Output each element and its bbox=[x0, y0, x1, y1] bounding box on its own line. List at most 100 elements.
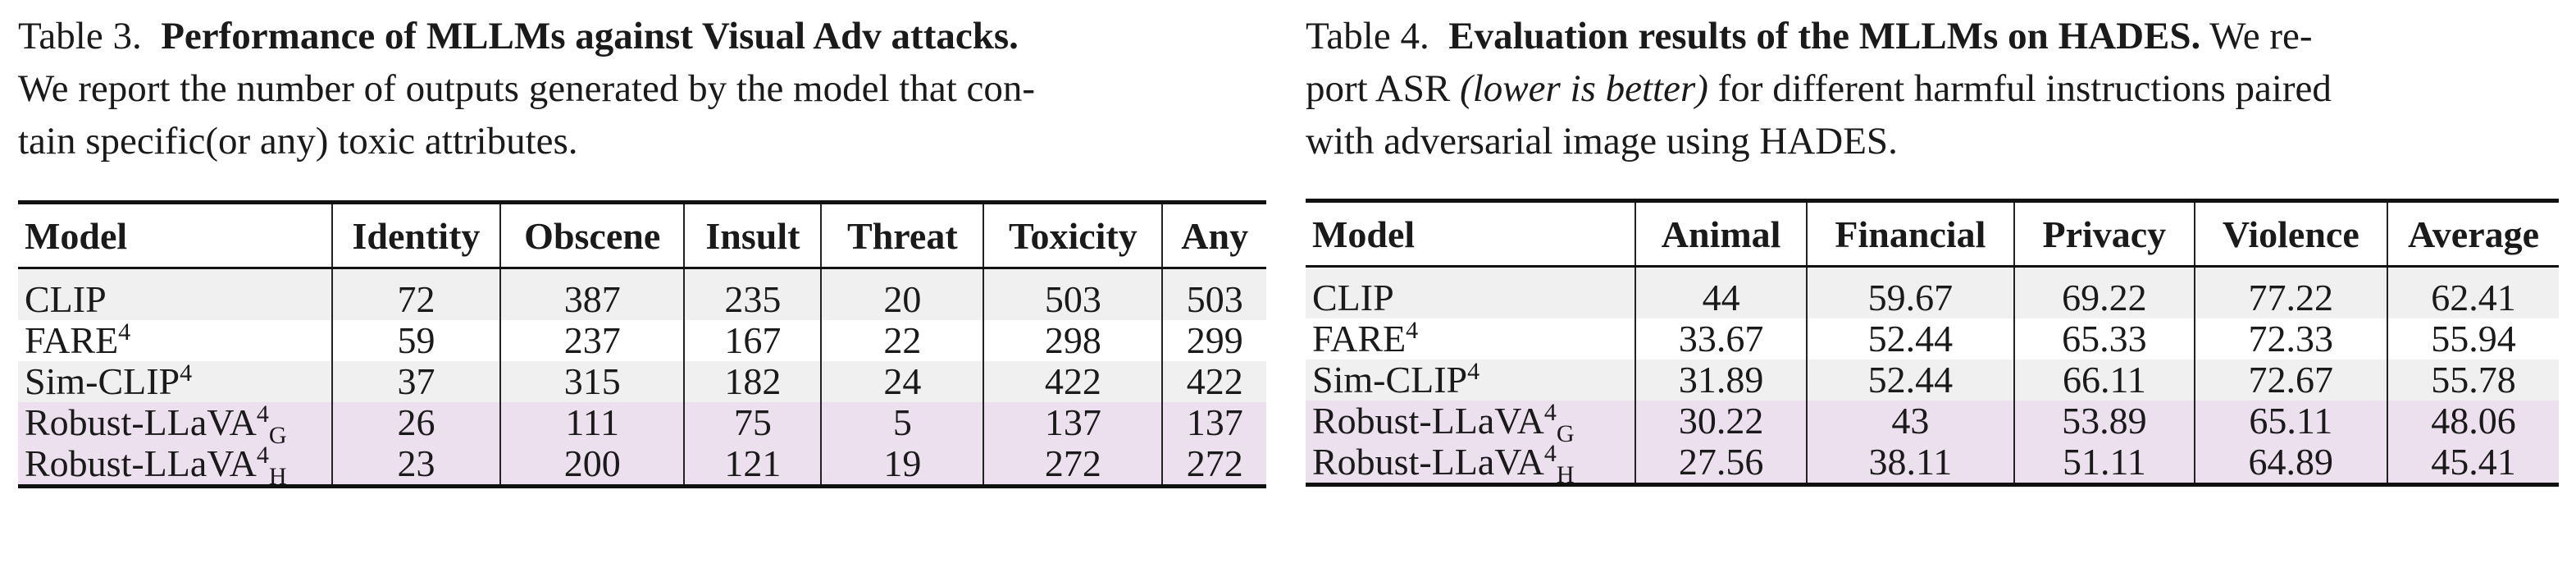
table-row: CLIP 72 387 235 20 503 503 bbox=[18, 268, 1266, 320]
table-row: Robust-LLaVA4H 27.56 38.11 51.11 64.89 4… bbox=[1306, 442, 2559, 488]
value-cell: 37 bbox=[331, 361, 501, 402]
table-row: FARE4 59 237 167 22 298 299 bbox=[18, 320, 1266, 361]
value-cell: 69.22 bbox=[2013, 266, 2195, 318]
model-cell: Robust-LLaVA4H bbox=[1306, 442, 1636, 488]
table3-header-insult: Insult bbox=[683, 202, 822, 268]
value-cell: 422 bbox=[983, 361, 1163, 402]
value-cell: 237 bbox=[499, 320, 685, 361]
value-cell: 27.56 bbox=[1635, 442, 1807, 485]
table-row: FARE4 33.67 52.44 65.33 72.33 55.94 bbox=[1306, 318, 2559, 359]
table3-header-obscene: Obscene bbox=[499, 202, 685, 268]
table-row: Robust-LLaVA4G 30.22 43 53.89 65.11 48.0… bbox=[1306, 401, 2559, 446]
value-cell: 44 bbox=[1635, 266, 1807, 318]
table3-block: Table 3. Performance of MLLMs against Vi… bbox=[18, 0, 1266, 489]
value-cell: 19 bbox=[820, 443, 984, 487]
table-row: CLIP 44 59.67 69.22 77.22 62.41 bbox=[1306, 266, 2559, 318]
value-cell: 72 bbox=[331, 268, 501, 320]
value-cell: 5 bbox=[820, 402, 984, 443]
table3-header-identity: Identity bbox=[331, 202, 501, 268]
table4-caption-line1: Table 4. Evaluation results of the MLLMs… bbox=[1306, 15, 2313, 57]
value-cell: 272 bbox=[1161, 443, 1266, 487]
table-row: Robust-LLaVA4H 23 200 121 19 272 272 bbox=[18, 443, 1266, 489]
value-cell: 23 bbox=[331, 443, 501, 487]
table4-header-model: Model bbox=[1312, 213, 1416, 255]
table-row: Robust-LLaVA4G 26 111 75 5 137 137 bbox=[18, 402, 1266, 448]
model-cell: Robust-LLaVA4G bbox=[18, 402, 332, 448]
value-cell: 52.44 bbox=[1805, 318, 2015, 359]
value-cell: 52.44 bbox=[1805, 359, 2015, 401]
value-cell: 315 bbox=[499, 361, 685, 402]
model-cell: FARE4 bbox=[18, 320, 332, 361]
table4-caption-line3: with adversarial image using HADES. bbox=[1306, 120, 1898, 163]
value-cell: 62.41 bbox=[2387, 266, 2559, 318]
value-cell: 298 bbox=[983, 320, 1163, 361]
table3-title: Performance of MLLMs against Visual Adv … bbox=[161, 15, 1019, 57]
model-cell: FARE4 bbox=[1306, 318, 1636, 359]
table-row: Sim-CLIP4 31.89 52.44 66.11 72.67 55.78 bbox=[1306, 359, 2559, 401]
value-cell: 22 bbox=[820, 320, 984, 361]
value-cell: 77.22 bbox=[2193, 266, 2388, 318]
value-cell: 51.11 bbox=[2013, 442, 2195, 485]
table4-header-violence: Violence bbox=[2193, 200, 2388, 267]
table4-header-financial: Financial bbox=[1805, 200, 2015, 267]
table4-caption: Table 4. Evaluation results of the MLLMs… bbox=[1306, 10, 2559, 167]
value-cell: 422 bbox=[1161, 361, 1266, 402]
value-cell: 43 bbox=[1805, 401, 2015, 442]
value-cell: 24 bbox=[820, 361, 984, 402]
model-cell: Robust-LLaVA4H bbox=[18, 443, 332, 489]
table3-caption: Table 3. Performance of MLLMs against Vi… bbox=[18, 10, 1266, 167]
value-cell: 111 bbox=[499, 402, 685, 443]
value-cell: 53.89 bbox=[2013, 401, 2195, 442]
value-cell: 55.78 bbox=[2387, 359, 2559, 401]
table3-caption-line2: We report the number of outputs generate… bbox=[18, 67, 1036, 110]
value-cell: 235 bbox=[683, 268, 822, 320]
table3-header-threat: Threat bbox=[820, 202, 984, 268]
value-cell: 45.41 bbox=[2387, 442, 2559, 485]
value-cell: 59.67 bbox=[1805, 266, 2015, 318]
value-cell: 55.94 bbox=[2387, 318, 2559, 359]
value-cell: 167 bbox=[683, 320, 822, 361]
table4-header-average: Average bbox=[2387, 200, 2559, 267]
value-cell: 72.33 bbox=[2193, 318, 2388, 359]
value-cell: 38.11 bbox=[1805, 442, 2015, 485]
table3-header-any: Any bbox=[1161, 202, 1266, 268]
table4-caption-line2: port ASR (lower is better) for different… bbox=[1306, 67, 2332, 110]
value-cell: 72.67 bbox=[2193, 359, 2388, 401]
model-cell: Robust-LLaVA4G bbox=[1306, 401, 1636, 446]
value-cell: 299 bbox=[1161, 320, 1266, 361]
value-cell: 20 bbox=[820, 268, 984, 320]
model-cell: CLIP bbox=[1306, 266, 1636, 318]
value-cell: 65.11 bbox=[2193, 401, 2388, 442]
table4-title: Evaluation results of the MLLMs on HADES… bbox=[1448, 15, 2201, 57]
model-cell: Sim-CLIP4 bbox=[1306, 359, 1636, 401]
value-cell: 137 bbox=[1161, 402, 1266, 443]
value-cell: 59 bbox=[331, 320, 501, 361]
value-cell: 26 bbox=[331, 402, 501, 443]
table4-header-row: Model Animal Financial Privacy Violence … bbox=[1306, 200, 2559, 267]
model-cell: CLIP bbox=[18, 268, 332, 320]
value-cell: 503 bbox=[983, 268, 1163, 320]
value-cell: 64.89 bbox=[2193, 442, 2388, 485]
table3-caption-line1: Table 3. Performance of MLLMs against Vi… bbox=[18, 10, 1266, 62]
table3: Model Identity Obscene Insult Threat Tox… bbox=[18, 200, 1266, 489]
value-cell: 48.06 bbox=[2387, 401, 2559, 442]
table4-header-animal: Animal bbox=[1635, 200, 1807, 267]
model-cell: Sim-CLIP4 bbox=[18, 361, 332, 402]
value-cell: 387 bbox=[499, 268, 685, 320]
table4-header-privacy: Privacy bbox=[2013, 200, 2195, 267]
value-cell: 272 bbox=[983, 443, 1163, 487]
value-cell: 65.33 bbox=[2013, 318, 2195, 359]
table3-header-model: Model bbox=[25, 214, 128, 257]
table-row: Sim-CLIP4 37 315 182 24 422 422 bbox=[18, 361, 1266, 402]
table4: Model Animal Financial Privacy Violence … bbox=[1306, 199, 2559, 488]
value-cell: 200 bbox=[499, 443, 685, 487]
table4-label: Table 4. bbox=[1306, 15, 1429, 57]
value-cell: 182 bbox=[683, 361, 822, 402]
value-cell: 66.11 bbox=[2013, 359, 2195, 401]
value-cell: 121 bbox=[683, 443, 822, 487]
value-cell: 33.67 bbox=[1635, 318, 1807, 359]
value-cell: 31.89 bbox=[1635, 359, 1807, 401]
table3-header-toxicity: Toxicity bbox=[983, 202, 1163, 268]
table3-label: Table 3. bbox=[18, 15, 142, 57]
